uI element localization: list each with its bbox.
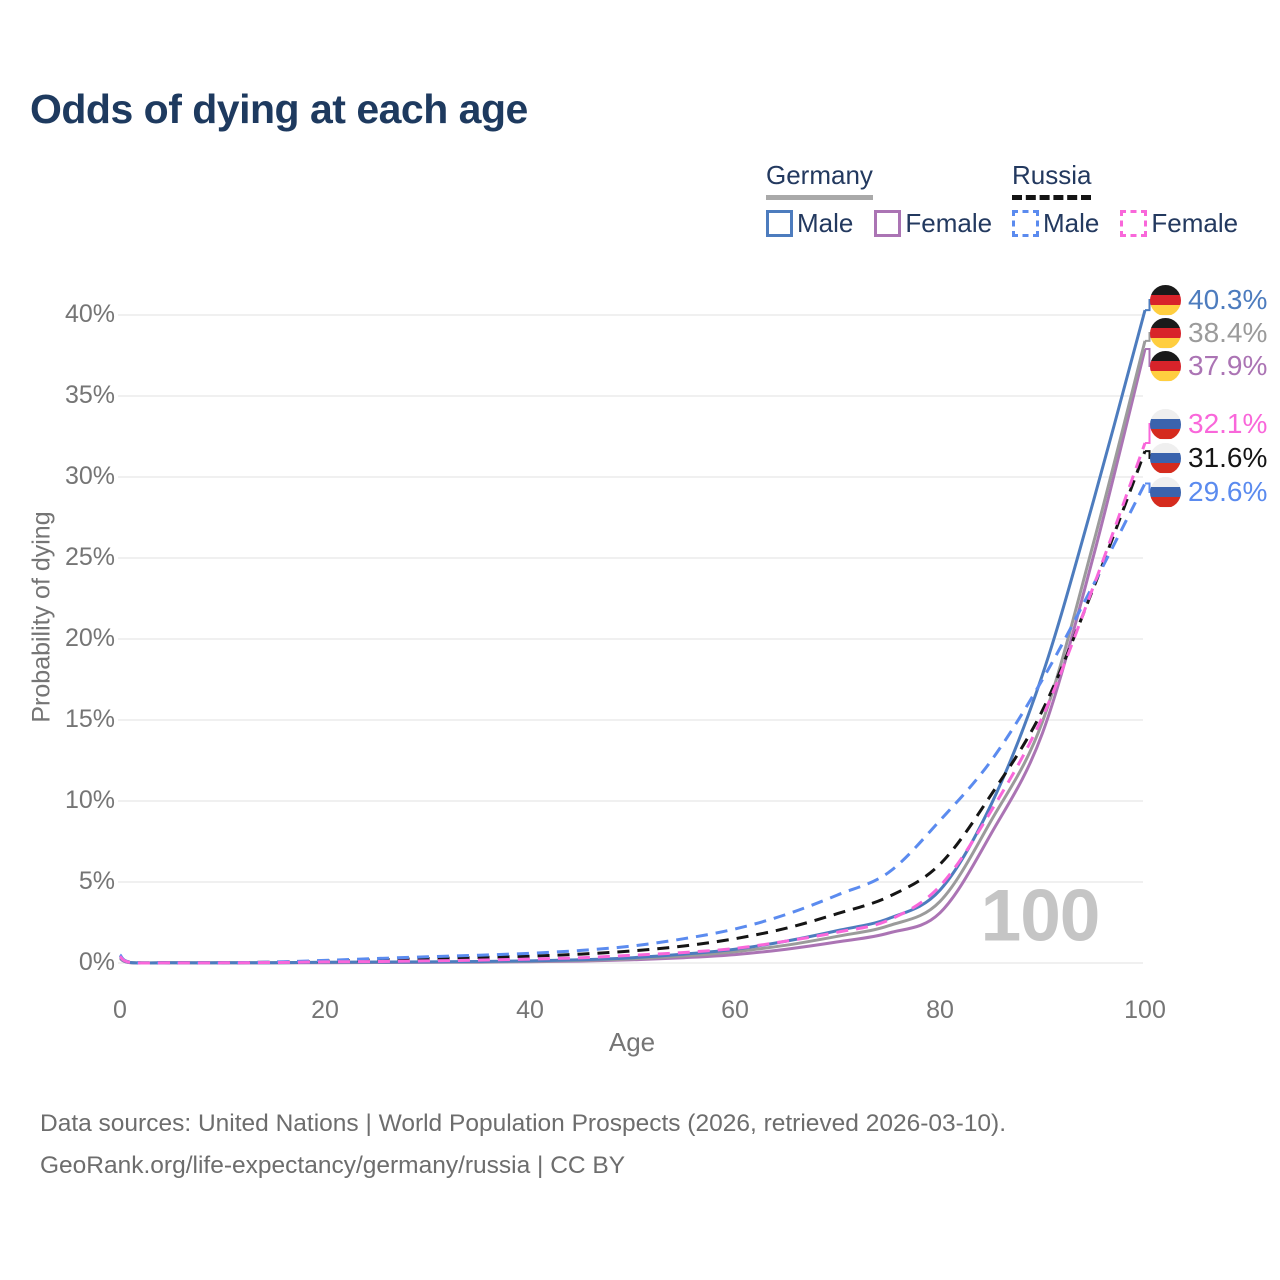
series-curves [118,309,1147,965]
germany-flag-icon [1150,350,1181,382]
legend-label: Female [905,208,993,238]
legend-russia-header[interactable]: Russia [1012,160,1092,200]
end-label-germany-female: 37.9% [1150,350,1267,382]
legend-label: Male [797,208,854,238]
curve-germany-male [119,309,1147,965]
end-label-value: 31.6% [1188,442,1268,473]
russia-flag-icon [1150,476,1181,508]
x-tick-label: 40 [516,996,544,1024]
germany-flag-icon [1150,284,1181,316]
footer-data-sources: Data sources: United Nations | World Pop… [40,1110,1007,1137]
curve-russia-both-sexes- [118,450,1147,965]
russia-flag-icon [1150,408,1181,440]
x-tick-label: 100 [1124,996,1166,1024]
legend-label: Male [1043,208,1100,238]
legend-group-russia: Russia Male Female [1012,160,1238,239]
footer: Data sources: United Nations | World Pop… [40,1103,1006,1187]
x-tick-label: 20 [311,996,339,1024]
y-tick-label: 20% [64,624,115,652]
y-tick-label: 30% [64,462,115,490]
curve-germany-both-sexes- [119,340,1147,965]
end-label-value: 38.4% [1188,317,1268,348]
x-tick-label: 80 [926,996,954,1024]
y-tick-label: 10% [64,786,115,814]
end-label-germany-male: 40.3% [1150,284,1267,316]
chart-title: Odds of dying at each age [30,86,528,132]
y-tick-label: 15% [64,705,115,733]
x-tick-label: 0 [113,996,127,1024]
germany-male-swatch-icon [766,210,793,237]
legend-label: Female [1151,208,1239,238]
end-label-russia-both: 31.6% [1150,442,1267,474]
y-tick-label: 5% [78,867,115,895]
age-watermark: 100 [980,875,1101,957]
russia-male-swatch-icon [1012,210,1039,237]
end-label-russia-female: 32.1% [1150,408,1267,440]
gridlines [118,314,1143,964]
legend-germany-header[interactable]: Germany [766,160,873,200]
end-label-value: 40.3% [1188,284,1268,315]
end-label-value: 37.9% [1188,350,1268,381]
legend-russia-female[interactable]: Female [1120,208,1238,239]
curve-russia-male [118,482,1147,965]
x-axis-title: Age [608,1027,656,1057]
legend-group-germany: Germany Male Female [766,160,992,239]
end-label-germany-both: 38.4% [1150,317,1267,349]
end-label-value: 29.6% [1188,476,1268,507]
y-tick-label: 25% [64,543,115,571]
russia-female-swatch-icon [1120,210,1148,237]
end-label-value: 32.1% [1188,408,1268,439]
germany-female-swatch-icon [874,210,902,237]
y-tick-label: 35% [64,381,115,409]
legend-germany-male[interactable]: Male [766,208,853,239]
end-label-russia-male: 29.6% [1150,476,1267,508]
y-tick-label: 0% [78,948,115,976]
footer-attribution-link: GeoRank.org/life-expectancy/germany/russ… [40,1152,626,1179]
germany-flag-icon [1150,317,1181,349]
y-tick-label: 40% [64,300,115,328]
curve-germany-female [119,348,1147,965]
russia-flag-icon [1150,442,1181,474]
legend-germany-female[interactable]: Female [874,208,992,239]
x-tick-label: 60 [721,996,749,1024]
curve-russia-female [119,442,1147,965]
legend-russia-male[interactable]: Male [1012,208,1099,239]
